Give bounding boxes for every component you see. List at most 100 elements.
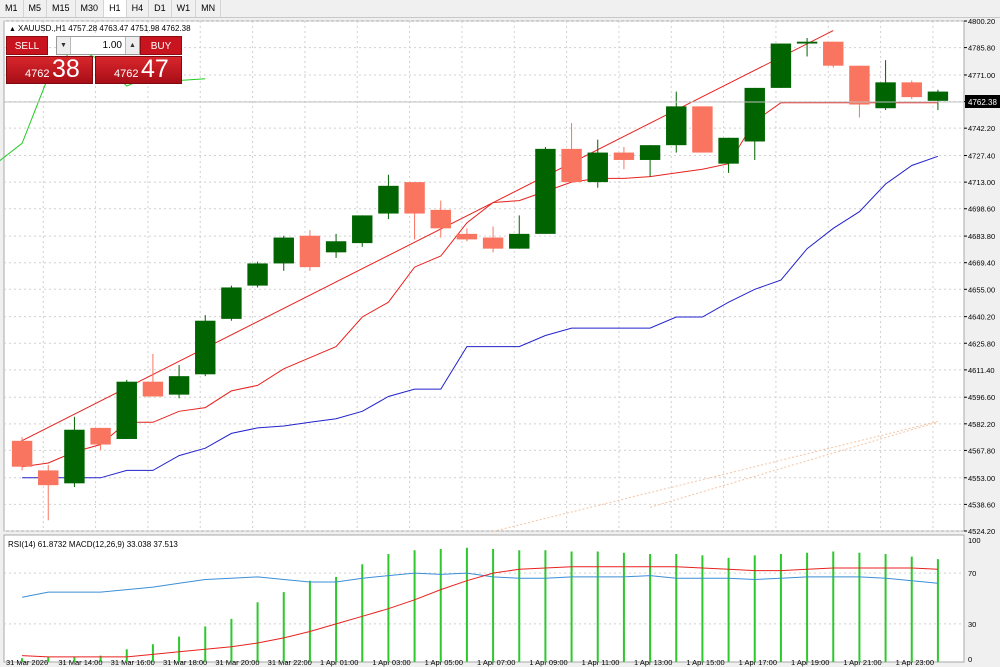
price-tick-label: 4596.60 [968, 393, 995, 402]
base-line [22, 155, 939, 479]
price-tick-label: 4800.20 [968, 17, 995, 26]
sell-price-quote[interactable]: 4762 38 [6, 55, 93, 84]
candle-body [273, 237, 294, 264]
buy-price-big: 47 [141, 55, 169, 83]
timeframe-m15[interactable]: M15 [47, 0, 76, 17]
candle [273, 235, 294, 271]
price-axis: 4800.204785.804771.004756.604742.204727.… [964, 17, 995, 536]
candle-body [299, 235, 321, 268]
rsi-tick-label: 100 [968, 536, 981, 545]
candle-body [823, 41, 844, 66]
time-tick-label: 31 Mar 2026 [6, 658, 48, 667]
candle [927, 89, 949, 111]
price-tick-label: 4683.80 [968, 232, 995, 241]
candle [744, 87, 765, 160]
timeframe-toolbar: M1 M5 M15 M30 H1 H4 D1 W1 MN [0, 0, 1000, 18]
chart-header: XAUUSD.,H1 4757.28 4763.47 4751.98 4762.… [18, 24, 191, 33]
time-tick-label: 1 Apr 11:00 [582, 658, 620, 667]
timeframe-m1[interactable]: M1 [0, 0, 24, 17]
candle-body [849, 65, 870, 105]
buy-button[interactable]: BUY [140, 36, 182, 55]
timeframe-m5[interactable]: M5 [24, 0, 48, 17]
timeframe-h1[interactable]: H1 [104, 0, 127, 17]
candle-body [404, 182, 425, 214]
indicator-header: RSI(14) 61.8732 MACD(12,26,9) 33.038 37.… [8, 540, 178, 549]
price-tick-label: 4669.40 [968, 259, 995, 268]
price-tick-label: 4742.20 [968, 124, 995, 133]
price-tick-label: 4524.20 [968, 527, 995, 536]
candle [613, 147, 635, 170]
time-tick-label: 1 Apr 19:00 [791, 658, 829, 667]
price-tick-label: 4771.00 [968, 71, 995, 80]
timeframe-m30[interactable]: M30 [76, 0, 105, 17]
price-chart[interactable]: 4800.204785.804771.004756.604742.204727.… [0, 17, 1000, 667]
candle-body [325, 241, 347, 253]
candle-body [90, 427, 111, 445]
candle-body [64, 429, 85, 484]
candle-body [744, 87, 765, 142]
conversion-line [22, 102, 938, 468]
candle-body [247, 263, 268, 286]
candle [718, 137, 739, 173]
candle [509, 215, 530, 249]
timeframe-d1[interactable]: D1 [149, 0, 172, 17]
lot-size-input[interactable] [71, 37, 125, 54]
candle-body [639, 145, 661, 160]
candle [195, 315, 216, 377]
candle-body [378, 185, 399, 214]
candle [299, 230, 321, 271]
timeframe-h4[interactable]: H4 [127, 0, 150, 17]
price-tick-label: 4611.40 [968, 366, 995, 375]
candle [901, 80, 922, 99]
candle [561, 123, 582, 183]
candle [796, 38, 818, 57]
time-tick-label: 1 Apr 09:00 [529, 658, 567, 667]
candle-body [535, 148, 556, 234]
candle-body [509, 233, 530, 249]
time-tick-label: 1 Apr 05:00 [425, 658, 463, 667]
time-tick-label: 1 Apr 17:00 [739, 658, 777, 667]
rsi-tick-label: 30 [968, 620, 976, 629]
candle [168, 365, 190, 399]
current-price-tag [965, 95, 1000, 108]
candle-body [195, 320, 216, 375]
candle [378, 174, 399, 220]
timeframe-mn[interactable]: MN [196, 0, 222, 17]
buy-price-quote[interactable]: 4762 47 [95, 55, 182, 84]
price-tick-label: 4655.00 [968, 285, 995, 294]
lot-increase-icon[interactable]: ▲ [125, 37, 139, 54]
time-tick-label: 1 Apr 21:00 [843, 658, 881, 667]
candle-body [352, 215, 373, 244]
price-tick-label: 4553.00 [968, 474, 995, 483]
time-tick-label: 1 Apr 01:00 [320, 658, 358, 667]
candle-body [927, 91, 949, 101]
candle [247, 261, 268, 288]
sell-button[interactable]: SELL [6, 36, 48, 55]
candle [352, 215, 373, 247]
candle-body [456, 233, 478, 240]
candle [11, 437, 33, 471]
candle-body [11, 440, 33, 467]
lot-decrease-icon[interactable]: ▼ [57, 37, 71, 54]
candle [404, 182, 425, 240]
candle-body [168, 376, 190, 395]
candle-body [666, 106, 687, 146]
sell-price-small: 4762 [25, 68, 50, 80]
candle-body [430, 209, 451, 229]
candle [325, 233, 347, 258]
candle-body [875, 82, 896, 109]
ichimoku-cloud [492, 420, 939, 532]
candles [11, 38, 949, 521]
rsi-axis: 100 70 30 0 [968, 536, 981, 664]
candle-body [796, 41, 818, 44]
rsi-tick-label: 70 [968, 569, 976, 578]
time-tick-label: 1 Apr 23:00 [896, 658, 934, 667]
collapse-triangle-icon[interactable]: ▲ [9, 26, 16, 33]
timeframe-w1[interactable]: W1 [172, 0, 197, 17]
candle-body [38, 470, 59, 486]
candle [430, 200, 451, 238]
candle-body [142, 381, 164, 397]
time-tick-label: 1 Apr 15:00 [686, 658, 724, 667]
main-chart-area [3, 20, 965, 532]
time-tick-label: 1 Apr 03:00 [372, 658, 410, 667]
